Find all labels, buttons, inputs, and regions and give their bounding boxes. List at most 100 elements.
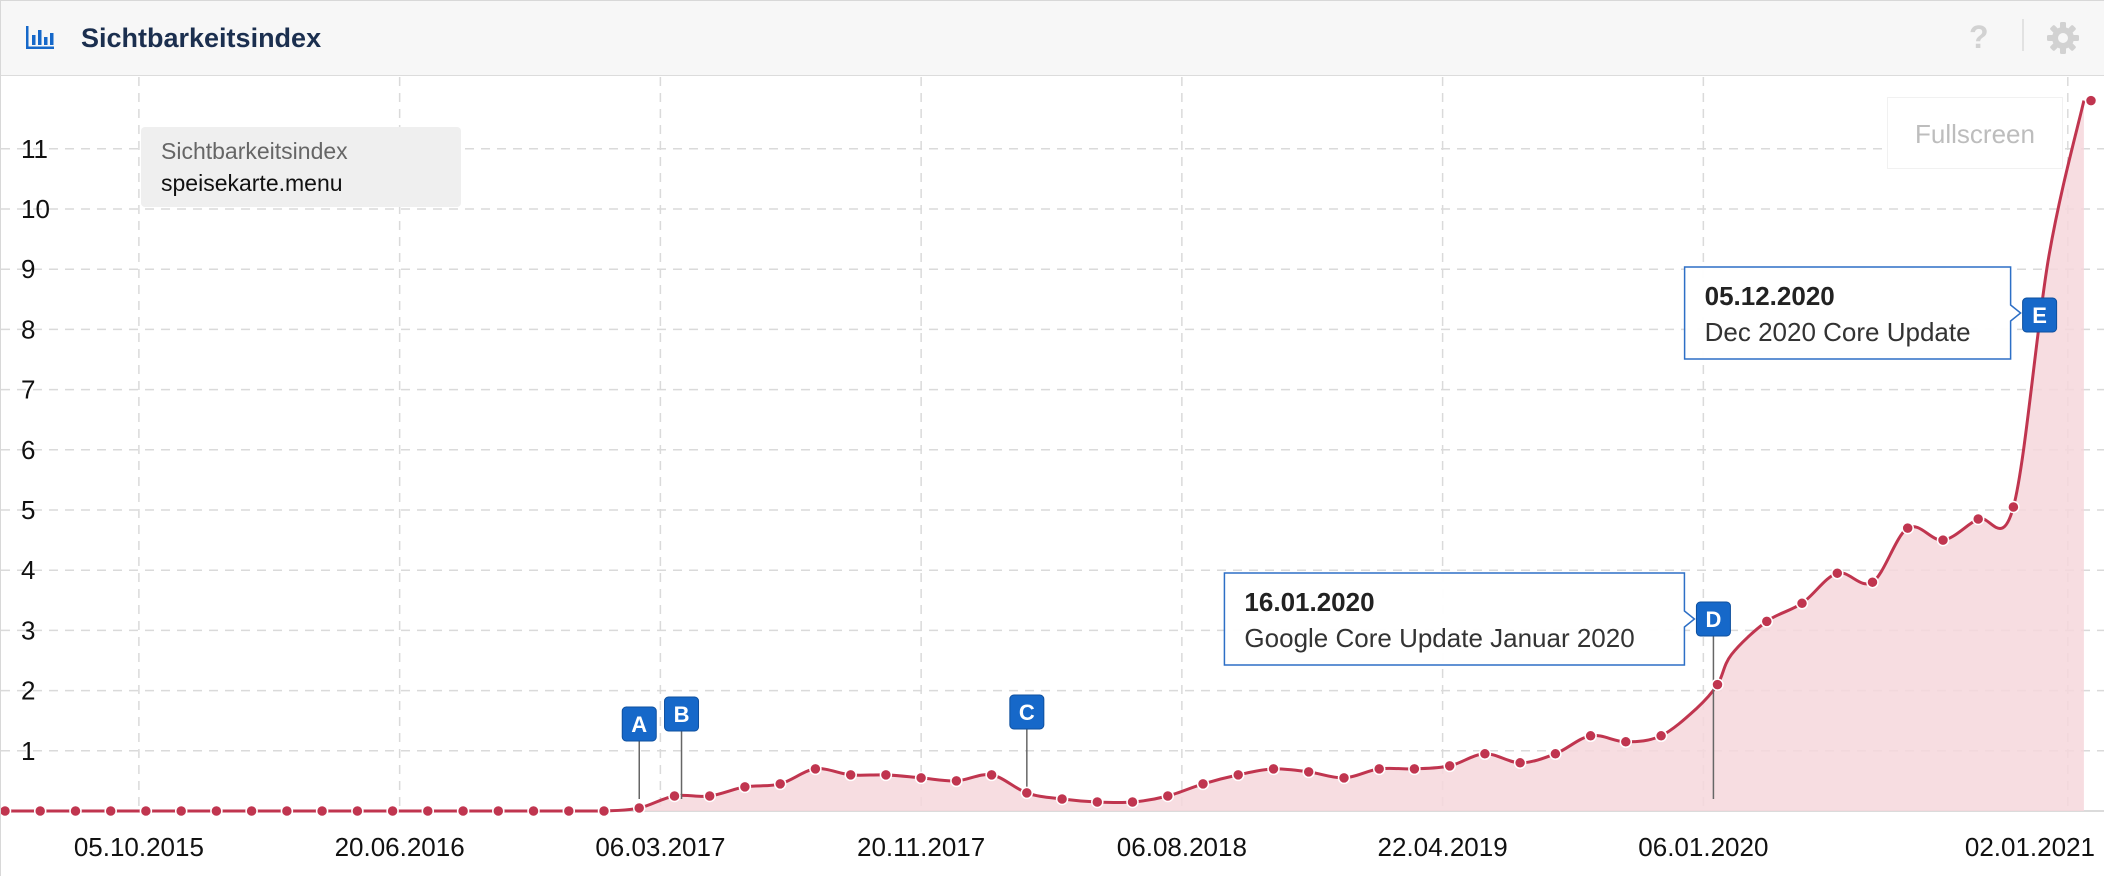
data-point[interactable]: [386, 804, 399, 818]
data-point[interactable]: [1866, 575, 1879, 589]
data-point[interactable]: [1302, 765, 1315, 779]
flag-box[interactable]: [1695, 601, 1731, 637]
data-point[interactable]: [703, 789, 716, 803]
data-point[interactable]: [69, 804, 82, 818]
data-point[interactable]: [1760, 615, 1774, 628]
flag-box[interactable]: [664, 696, 700, 732]
data-point[interactable]: [879, 768, 893, 782]
data-point[interactable]: [1408, 762, 1421, 776]
data-point[interactable]: [1654, 729, 1668, 743]
data-point[interactable]: [315, 804, 329, 818]
data-point[interactable]: [456, 804, 470, 818]
data-point[interactable]: [809, 762, 822, 776]
tooltip-e: 05.12.2020 Dec 2020 Core Update: [1683, 266, 2022, 360]
data-point[interactable]: [1020, 786, 1034, 800]
flag-box[interactable]: [621, 706, 657, 742]
data-point[interactable]: [1126, 795, 1139, 809]
data-point[interactable]: [1795, 597, 1809, 610]
y-tick-label: 4: [21, 555, 35, 585]
x-tick-label: 06.08.2018: [1117, 832, 1247, 862]
data-point[interactable]: [351, 804, 364, 818]
tooltip-text: Dec 2020 Core Update: [1705, 317, 1971, 347]
tooltip-date: 16.01.2020: [1244, 587, 1374, 617]
data-point[interactable]: [985, 768, 998, 782]
data-point[interactable]: [914, 771, 928, 785]
event-flag-d[interactable]: D 16.01.2020 Google Core Update Januar 202…: [1223, 572, 1731, 799]
y-tick-label: 3: [21, 615, 35, 645]
flag-box[interactable]: [1009, 694, 1045, 730]
y-tick-label: 10: [21, 194, 50, 224]
data-point[interactable]: [1337, 771, 1351, 785]
data-point[interactable]: [421, 804, 435, 818]
event-flags: A B C D 16.01.2020 Google Core Update Januar …: [621, 266, 2058, 799]
data-point[interactable]: [104, 804, 117, 818]
data-point[interactable]: [210, 804, 223, 818]
data-point[interactable]: [1372, 762, 1386, 776]
data-point[interactable]: [773, 777, 787, 791]
event-flag-c[interactable]: C: [1009, 694, 1045, 799]
data-point[interactable]: [1936, 533, 1950, 547]
data-point[interactable]: [632, 801, 646, 815]
data-point[interactable]: [2084, 94, 2098, 107]
data-point[interactable]: [738, 780, 752, 794]
axis-labels: 1 2 3 4 5 6 7 8 9 10 11 05.10.2015 20.06.2016 06.03.2…: [21, 134, 2095, 862]
data-point[interactable]: [33, 804, 47, 818]
data-point[interactable]: [1091, 795, 1104, 809]
data-point[interactable]: [1971, 512, 1985, 526]
data-point[interactable]: [174, 804, 188, 818]
legend-box: Sichtbarkeitsindex speisekarte.menu: [141, 127, 461, 207]
x-tick-label: 02.01.2021: [1965, 832, 2095, 862]
data-point[interactable]: [1231, 768, 1245, 782]
data-point[interactable]: [1901, 521, 1914, 535]
y-tick-label: 2: [21, 676, 35, 706]
x-tick-label: 20.11.2017: [857, 832, 985, 862]
x-tick-label: 06.01.2020: [1638, 832, 1768, 862]
data-point[interactable]: [245, 804, 258, 818]
y-tick-label: 1: [21, 736, 35, 766]
data-point[interactable]: [1161, 789, 1175, 803]
widget-header: Sichtbarkeitsindex ?: [1, 1, 2104, 76]
legend-title: Sichtbarkeitsindex: [161, 138, 348, 164]
y-tick-label: 7: [21, 375, 35, 405]
data-point[interactable]: [1619, 735, 1633, 749]
series-area: [5, 100, 2084, 812]
data-point[interactable]: [527, 804, 540, 818]
event-flag-e[interactable]: E 05.12.2020 Dec 2020 Core Update: [1683, 266, 2058, 360]
data-point[interactable]: [1478, 747, 1492, 761]
data-point[interactable]: [1055, 792, 1069, 806]
tooltip-box: [1683, 266, 2022, 360]
gear-icon[interactable]: [2046, 21, 2080, 55]
data-point[interactable]: [1711, 678, 1724, 691]
y-tick-label: 6: [21, 435, 35, 465]
help-icon[interactable]: ?: [1969, 19, 1989, 55]
data-point[interactable]: [492, 804, 505, 818]
data-point[interactable]: [562, 804, 576, 818]
data-point[interactable]: [1584, 729, 1597, 743]
event-flag-a[interactable]: A: [621, 706, 657, 799]
flag-letter: D: [1705, 607, 1721, 632]
data-point[interactable]: [1831, 566, 1844, 580]
data-point[interactable]: [139, 804, 153, 818]
data-point[interactable]: [1267, 762, 1280, 776]
x-tick-label: 22.04.2019: [1378, 832, 1508, 862]
data-point[interactable]: [668, 789, 681, 803]
data-point[interactable]: [280, 804, 294, 818]
flag-box[interactable]: [2022, 297, 2058, 333]
data-point[interactable]: [1, 804, 12, 818]
data-point[interactable]: [1513, 756, 1527, 770]
data-point[interactable]: [844, 768, 857, 782]
data-point[interactable]: [1443, 759, 1456, 773]
data-point[interactable]: [1196, 777, 1210, 791]
y-tick-label: 8: [21, 314, 35, 344]
event-flag-b[interactable]: B: [664, 696, 700, 799]
data-point[interactable]: [597, 804, 611, 818]
fullscreen-button[interactable]: Fullscreen: [1887, 97, 2063, 169]
data-point[interactable]: [950, 774, 963, 788]
flag-letter: A: [631, 712, 647, 737]
data-point[interactable]: [2007, 500, 2020, 514]
tooltip-text: Google Core Update Januar 2020: [1244, 623, 1634, 653]
tooltip-date: 05.12.2020: [1705, 281, 1835, 311]
data-point[interactable]: [1549, 747, 1562, 761]
